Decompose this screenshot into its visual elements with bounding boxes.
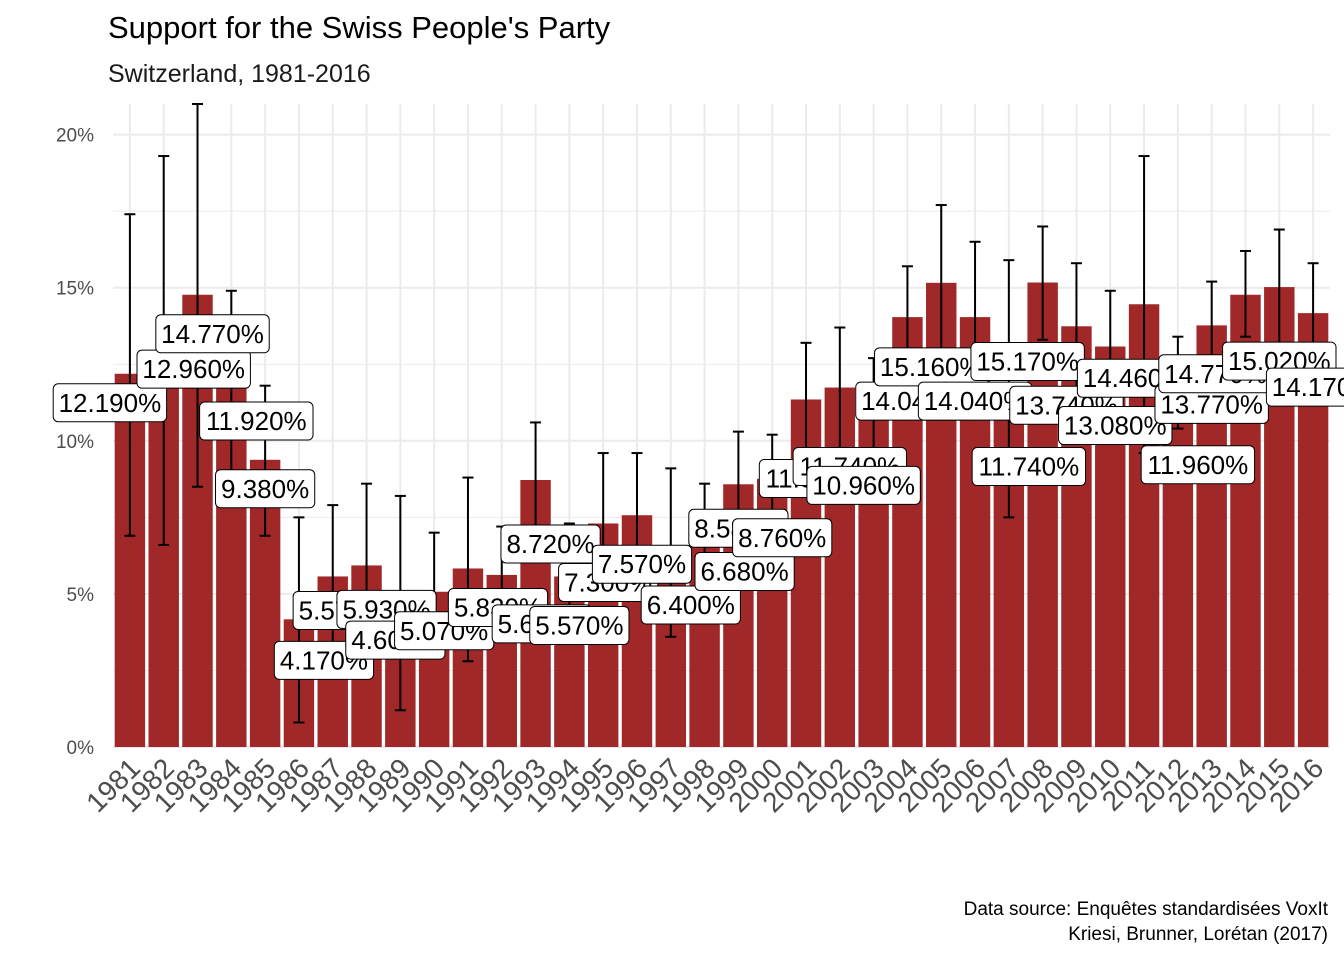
data-label-text: 14.170% — [1272, 372, 1344, 402]
data-label-text: 13.080% — [1064, 411, 1167, 441]
y-axis-ticks: 0% 5% 10% 15% 20% — [56, 126, 94, 759]
y-tick-label: 10% — [56, 432, 94, 453]
data-label: 10.960% — [806, 465, 921, 505]
x-axis-ticks: 1981198219831984198519861987198819891990… — [80, 752, 1329, 818]
data-label-box — [155, 314, 270, 354]
data-label: 14.770% — [155, 314, 270, 354]
y-tick-label: 0% — [67, 738, 95, 759]
data-label: 8.760% — [732, 518, 833, 558]
data-label: 6.680% — [694, 551, 795, 591]
data-label-text: 12.960% — [142, 354, 245, 384]
data-label-text: 13.770% — [1160, 389, 1263, 419]
data-label-text: 12.190% — [59, 388, 162, 418]
data-label-box — [971, 447, 1087, 487]
data-label: 15.170% — [970, 342, 1085, 382]
data-label: 14.170% — [1265, 367, 1344, 407]
data-label-box — [1265, 367, 1344, 407]
data-label-box — [640, 585, 741, 625]
data-label-box — [199, 401, 314, 441]
data-label: 12.960% — [136, 349, 251, 389]
data-label: 11.960% — [1140, 445, 1256, 485]
data-label-box — [806, 465, 921, 505]
data-label-text: 14.770% — [161, 319, 264, 349]
data-label-text: 10.960% — [812, 470, 915, 500]
data-label-box — [52, 383, 168, 423]
y-tick-label: 20% — [56, 126, 94, 147]
data-label: 8.720% — [500, 524, 601, 564]
data-label-box — [591, 544, 693, 584]
data-label-box — [215, 469, 316, 509]
data-label: 11.920% — [199, 401, 314, 441]
data-label-text: 9.380% — [221, 474, 309, 504]
data-label-text: 11.960% — [1148, 450, 1249, 480]
data-label-text: 8.760% — [738, 523, 826, 553]
y-tick-label: 5% — [67, 585, 95, 606]
data-label: 11.740% — [971, 447, 1087, 487]
chart-title: Support for the Swiss People's Party — [108, 10, 611, 45]
y-tick-label: 15% — [56, 279, 94, 300]
data-label: 7.570% — [591, 544, 693, 584]
data-label-text: 15.160% — [880, 352, 983, 382]
data-label: 6.400% — [640, 585, 741, 625]
data-label-text: 6.680% — [701, 556, 789, 586]
data-label: 9.380% — [215, 469, 316, 509]
chart-caption: Data source: Enquêtes standardisées VoxI… — [964, 897, 1328, 947]
data-label: 13.770% — [1154, 384, 1269, 424]
data-label-text: 11.740% — [978, 452, 1079, 482]
data-label-box — [500, 524, 601, 564]
data-label: 12.190% — [52, 383, 168, 423]
error-bar — [1037, 225, 1049, 341]
data-label-box — [529, 605, 630, 645]
data-labels: 12.190%12.960%14.770%11.920%9.380%4.170%… — [52, 314, 1344, 680]
error-bar — [1239, 249, 1251, 338]
data-label-text: 11.920% — [206, 406, 307, 436]
data-label-box — [1058, 406, 1173, 446]
data-label-box — [1140, 445, 1256, 485]
data-label-text: 5.570% — [535, 610, 623, 640]
data-label: 13.080% — [1058, 406, 1173, 446]
caption-source: Data source: Enquêtes standardisées VoxI… — [963, 899, 1328, 920]
data-label-text: 8.720% — [506, 529, 594, 559]
data-label-text: 6.400% — [647, 590, 735, 620]
chart-subtitle: Switzerland, 1981-2016 — [108, 60, 371, 88]
error-bar — [192, 103, 204, 488]
data-label-text: 7.570% — [598, 549, 686, 579]
error-bar — [124, 213, 136, 537]
caption-authors: Kriesi, Brunner, Lorétan (2017) — [1068, 924, 1328, 945]
data-label: 5.570% — [529, 605, 630, 645]
data-label-text: 15.170% — [976, 347, 1079, 377]
data-label-box — [732, 518, 833, 558]
